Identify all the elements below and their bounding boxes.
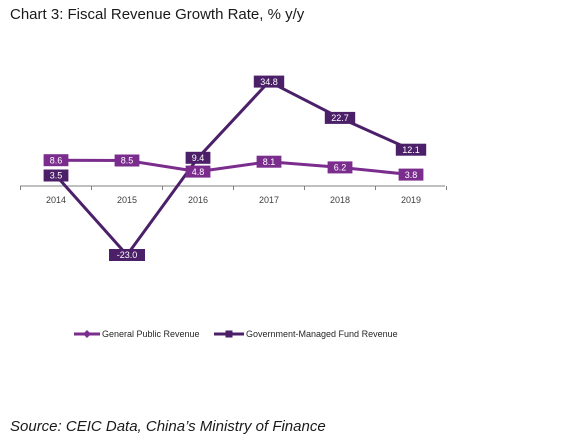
fund-revenue-label-box: [185, 151, 211, 164]
general-revenue-data-label: 8.5: [121, 156, 134, 166]
fund-revenue-data-label: 12.1: [402, 145, 420, 155]
fund-revenue-data-label: 22.7: [331, 113, 349, 123]
source-note: Source: CEIC Data, China’s Ministry of F…: [10, 418, 326, 435]
fund-revenue-label-box: [253, 75, 285, 88]
fund-revenue-data-label: 3.5: [50, 171, 63, 181]
x-tick-label: 2019: [401, 195, 421, 205]
general-revenue-data-label: 4.8: [192, 167, 205, 177]
legend-square-marker: [225, 330, 233, 338]
x-tick-label: 2016: [188, 195, 208, 205]
x-tick-label: 2017: [259, 195, 279, 205]
fund-revenue-label-box: [43, 169, 69, 182]
series-line: [55, 158, 412, 177]
general-revenue-label-box: [327, 161, 353, 174]
fund-revenue-data-label: 9.4: [192, 153, 205, 163]
general-revenue-data-label: 8.6: [50, 155, 63, 165]
general-revenue-label-box: [256, 155, 282, 168]
general-revenue-label-box: [398, 168, 424, 181]
general-revenue-data-label: 3.8: [405, 170, 418, 180]
general-revenue-label-box: [114, 154, 140, 167]
general-revenue-label-box: [43, 154, 69, 167]
x-tick-label: 2018: [330, 195, 350, 205]
general-revenue-data-label: 6.2: [334, 163, 347, 173]
general-revenue-data-label: 8.1: [263, 157, 276, 167]
fund-revenue-data-label: -23.0: [117, 250, 138, 260]
fund-revenue-label-box: [324, 111, 356, 124]
fund-revenue-data-label: 34.8: [260, 77, 278, 87]
legend-diamond-marker: [83, 330, 91, 338]
general-revenue-label-box: [185, 165, 211, 178]
legend-label-fund: Government-Managed Fund Revenue: [246, 329, 398, 339]
x-tick-label: 2015: [117, 195, 137, 205]
x-tick-label: 2014: [46, 195, 66, 205]
legend-label-general: General Public Revenue: [102, 329, 200, 339]
chart-title: Chart 3: Fiscal Revenue Growth Rate, % y…: [10, 6, 305, 23]
fund-revenue-label-box: [395, 143, 427, 156]
fund-revenue-label-box: [109, 249, 145, 261]
